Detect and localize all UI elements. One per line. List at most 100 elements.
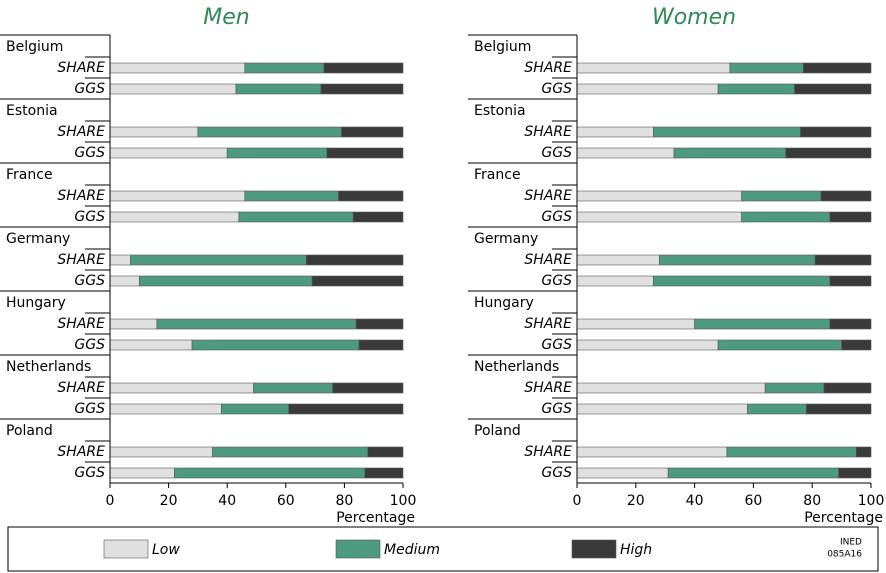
bar-segment <box>197 126 342 138</box>
bar-segment <box>576 339 719 351</box>
bar-segment <box>576 382 766 394</box>
row-label: GGS <box>74 465 105 481</box>
panel-title: Men <box>203 5 249 30</box>
x-tick-label: 0 <box>106 493 115 509</box>
credit: 085A16 <box>827 550 862 560</box>
bar-segment <box>109 318 158 330</box>
row-label: SHARE <box>524 252 572 268</box>
legend-swatch <box>335 539 381 559</box>
x-tick-label: 60 <box>744 493 762 509</box>
bar-segment <box>829 211 872 223</box>
legend-swatch <box>571 539 617 559</box>
bar-segment <box>794 83 872 95</box>
bar-segment <box>741 211 831 223</box>
bar-segment <box>653 275 831 287</box>
bar-segment <box>352 211 404 223</box>
row-label: SHARE <box>57 124 105 140</box>
row-label: GGS <box>541 145 572 161</box>
row-label: SHARE <box>57 60 105 76</box>
group-label: Poland <box>474 423 521 439</box>
x-tick-label: 40 <box>218 493 236 509</box>
group-label: Belgium <box>474 39 531 55</box>
bar-segment <box>109 467 175 479</box>
row-label: SHARE <box>524 316 572 332</box>
bar-segment <box>820 190 872 202</box>
legend-label: Low <box>152 542 180 558</box>
bar-segment <box>109 83 237 95</box>
group-label: Estonia <box>474 103 526 119</box>
bar-segment <box>338 190 404 202</box>
x-axis-label: Percentage <box>804 510 883 526</box>
bar-segment <box>367 446 404 458</box>
bar-segment <box>576 467 669 479</box>
bar-segment <box>785 147 872 159</box>
bar-segment <box>358 339 404 351</box>
bar-segment <box>109 190 246 202</box>
bar-segment <box>235 83 322 95</box>
bar-segment <box>829 275 872 287</box>
bar-segment <box>717 83 795 95</box>
x-tick-label: 60 <box>277 493 295 509</box>
bar-segment <box>139 275 313 287</box>
group-label: Hungary <box>474 295 534 311</box>
bar-segment <box>576 318 695 330</box>
bar-segment <box>814 254 872 266</box>
bar-segment <box>212 446 369 458</box>
row-label: SHARE <box>524 60 572 76</box>
row-label: GGS <box>541 401 572 417</box>
bar-segment <box>576 211 742 223</box>
bar-segment <box>694 318 831 330</box>
bar-segment <box>221 403 290 415</box>
row-label: GGS <box>74 401 105 417</box>
bar-segment <box>332 382 404 394</box>
bar-segment <box>341 126 404 138</box>
row-label: GGS <box>74 273 105 289</box>
bar-segment <box>156 318 357 330</box>
row-label: SHARE <box>57 188 105 204</box>
legend-swatch <box>103 539 149 559</box>
bar-segment <box>673 147 787 159</box>
row-label: GGS <box>541 273 572 289</box>
bar-segment <box>244 62 325 74</box>
bar-segment <box>306 254 404 266</box>
bar-segment <box>576 83 719 95</box>
bar-segment <box>109 403 222 415</box>
bar-segment <box>764 382 825 394</box>
x-tick-label: 100 <box>390 493 417 509</box>
bar-segment <box>576 126 654 138</box>
bar-segment <box>109 446 213 458</box>
x-axis-label: Percentage <box>336 510 415 526</box>
group-label: Netherlands <box>474 359 559 375</box>
bar-segment <box>741 190 822 202</box>
legend-label: Medium <box>384 542 440 558</box>
bar-segment <box>109 126 199 138</box>
row-label: SHARE <box>57 380 105 396</box>
bar-segment <box>253 382 333 394</box>
bar-segment <box>226 147 328 159</box>
bar-segment <box>109 275 140 287</box>
bar-segment <box>576 275 654 287</box>
row-label: GGS <box>541 81 572 97</box>
bar-segment <box>717 339 842 351</box>
group-label: Netherlands <box>6 359 91 375</box>
x-tick-label: 80 <box>803 493 821 509</box>
row-label: SHARE <box>524 188 572 204</box>
group-label: Belgium <box>6 39 63 55</box>
bar-segment <box>576 446 728 458</box>
bar-segment <box>729 62 804 74</box>
x-tick-label: 80 <box>335 493 353 509</box>
legend-box <box>7 526 879 572</box>
row-label: SHARE <box>57 444 105 460</box>
bar-segment <box>238 211 354 223</box>
bar-segment <box>576 147 675 159</box>
row-label: GGS <box>541 209 572 225</box>
bar-segment <box>747 403 807 415</box>
row-label: GGS <box>74 145 105 161</box>
bar-segment <box>130 254 307 266</box>
bar-segment <box>653 126 801 138</box>
group-label: Germany <box>6 231 70 247</box>
row-label: GGS <box>74 337 105 353</box>
row-label: SHARE <box>524 380 572 396</box>
row-label: GGS <box>541 465 572 481</box>
